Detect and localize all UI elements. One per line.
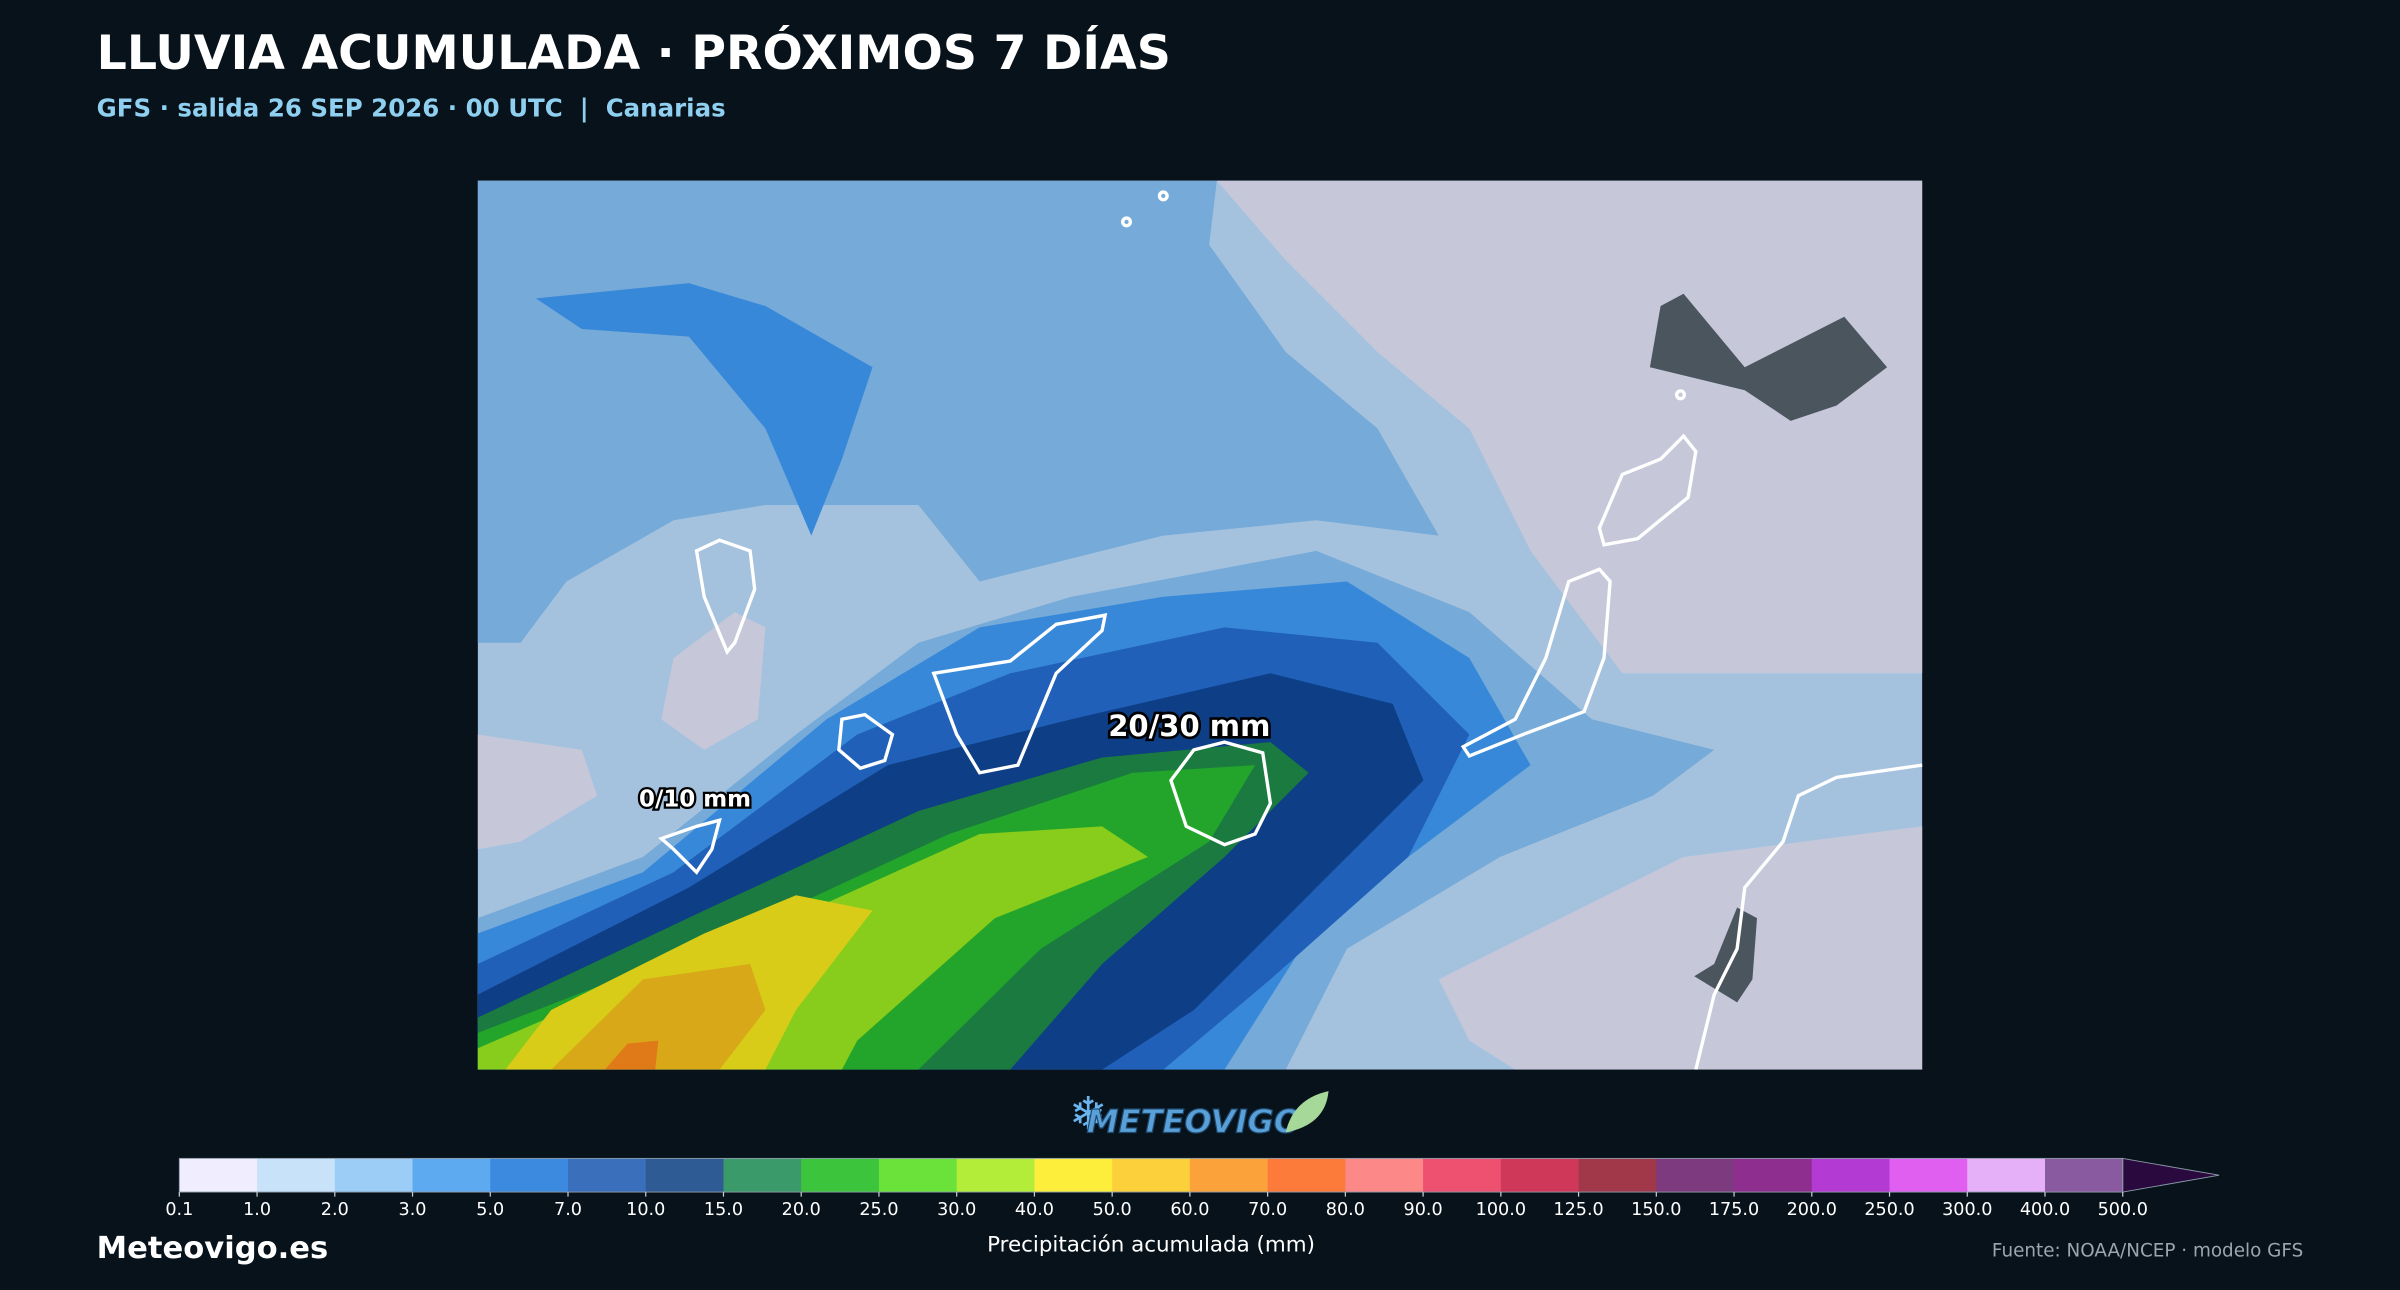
colorbar-segment — [179, 1158, 258, 1193]
island-gran-canaria — [1169, 740, 1273, 847]
source: Fuente: NOAA/NCEP · modelo GFS — [1992, 1240, 2303, 1261]
colorbar-tick-label: 1.0 — [243, 1200, 271, 1220]
islet — [1157, 190, 1169, 202]
land-shade — [1694, 907, 1758, 1003]
colorbar-segment — [257, 1158, 336, 1193]
colorbar-tick-label: 60.0 — [1170, 1200, 1209, 1220]
colorbar-segment — [1112, 1158, 1191, 1193]
title: LLUVIA ACUMULADA · PRÓXIMOS 7 DÍAS — [97, 24, 1171, 81]
land-shade — [1649, 293, 1888, 421]
map-label: 20/30 mm — [1108, 709, 1270, 743]
colorbar-tick-label: 20.0 — [782, 1200, 821, 1220]
colorbar-tick-label: 50.0 — [1093, 1200, 1132, 1220]
coast-africa — [1694, 763, 1923, 1070]
colorbar-tick-label: 125.0 — [1553, 1200, 1603, 1220]
colorbar-segment — [2045, 1158, 2124, 1193]
colorbar-tick-label: 30.0 — [937, 1200, 976, 1220]
colorbar-label: Precipitación acumulada (mm) — [987, 1233, 1315, 1258]
colorbar-tick-label: 400.0 — [2020, 1200, 2070, 1220]
map: 0/10 mm 20/30 mm — [477, 180, 1923, 1070]
colorbar-tick-label: 2.0 — [321, 1200, 349, 1220]
rain-area — [535, 283, 873, 536]
colorbar-segment — [1267, 1158, 1347, 1193]
rain-area — [551, 964, 766, 1070]
colorbar-tick-label: 0.1 — [165, 1200, 193, 1220]
colorbar-segment — [801, 1158, 880, 1193]
colorbar-segment — [723, 1158, 802, 1193]
logo-leaf — [1285, 1091, 1329, 1133]
colorbar-tick-label: 25.0 — [859, 1200, 898, 1220]
dry-area — [1216, 180, 1923, 674]
rain-area — [604, 1040, 659, 1070]
map-label: 0/10 mm — [639, 786, 751, 812]
colorbar-tick-label: 70.0 — [1248, 1200, 1287, 1220]
colorbar-segment — [1034, 1158, 1113, 1193]
subtitle: GFS · salida 26 SEP 2026 · 00 UTC | Cana… — [97, 93, 726, 122]
colorbar-segment — [1967, 1158, 2046, 1193]
site-name: Meteovigo.es — [97, 1231, 329, 1266]
colorbar-segment — [334, 1158, 414, 1193]
logo-text: METEOVIGO — [1087, 1102, 1301, 1140]
colorbar-tick-label: 80.0 — [1326, 1200, 1365, 1220]
colorbar-tick-label: 40.0 — [1015, 1200, 1054, 1220]
colorbar-segment — [1734, 1158, 1813, 1193]
islet — [1121, 216, 1133, 228]
colorbar-segment — [490, 1158, 569, 1193]
dry-area — [1438, 826, 1923, 1070]
colorbar-tick-label: 3.0 — [399, 1200, 427, 1220]
logo-snowflake: ❄ — [1069, 1086, 1107, 1140]
colorbar-tick-label: 100.0 — [1476, 1200, 1526, 1220]
island-lanzarote — [1597, 433, 1698, 547]
colorbar-segment — [1811, 1158, 1891, 1193]
colorbar-segment — [568, 1158, 647, 1193]
colorbar-tick-label: 7.0 — [554, 1200, 582, 1220]
dry-area — [661, 612, 766, 750]
colorbar-tick-label: 150.0 — [1631, 1200, 1681, 1220]
colorbar-tick-label: 250.0 — [1864, 1200, 1914, 1220]
island-fuerteventura — [1460, 567, 1612, 759]
colorbar-tick-label: 500.0 — [2098, 1200, 2148, 1220]
coastlines — [658, 190, 1923, 1070]
colorbar-segment — [1578, 1158, 1658, 1193]
colorbar-segment — [1423, 1158, 1502, 1193]
colorbar-tick-label: 90.0 — [1404, 1200, 1443, 1220]
colorbar-tick-label: 5.0 — [476, 1200, 504, 1220]
colorbar-segment — [645, 1158, 725, 1193]
island-tenerife — [931, 613, 1108, 775]
colorbar-segment — [878, 1158, 958, 1193]
colorbar-segment — [412, 1158, 492, 1193]
colorbar-tick-label: 300.0 — [1942, 1200, 1992, 1220]
colorbar-segment — [1189, 1158, 1269, 1193]
colorbar-tick-label: 175.0 — [1709, 1200, 1759, 1220]
dry-area — [477, 734, 598, 850]
colorbar-segment — [956, 1158, 1036, 1193]
colorbar-segment — [1500, 1158, 1580, 1193]
colorbar-segment — [1656, 1158, 1735, 1193]
colorbar-tick-label: 200.0 — [1787, 1200, 1837, 1220]
island-la-palma — [694, 538, 757, 656]
colorbar-segment — [1345, 1158, 1424, 1193]
colorbar: 0.1 1.0 2.0 3.0 5.0 7.0 10.0 15.0 20.0 25.0 30.0 40… — [165, 1157, 2220, 1220]
colorbar-tick-label: 15.0 — [704, 1200, 743, 1220]
island-el-hierro — [658, 817, 722, 875]
island-la-gomera — [837, 712, 895, 771]
logo: ❄ METEOVIGO — [1069, 1086, 1329, 1141]
colorbar-frame — [178, 1157, 2124, 1193]
islet — [1674, 389, 1687, 401]
colorbar-tick-label: 10.0 — [626, 1200, 665, 1220]
colorbar-segment — [1889, 1158, 1969, 1193]
